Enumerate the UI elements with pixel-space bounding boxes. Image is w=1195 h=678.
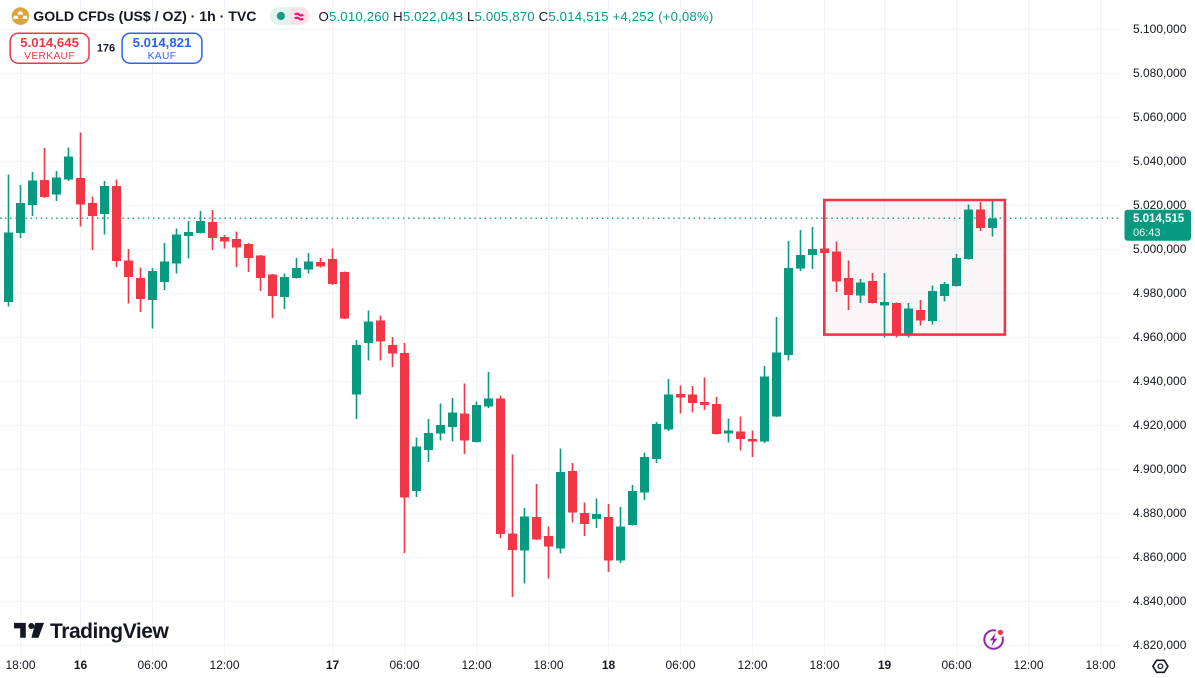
- svg-text:06:00: 06:00: [665, 658, 695, 672]
- svg-text:12:00: 12:00: [737, 658, 767, 672]
- svg-text:06:00: 06:00: [389, 658, 419, 672]
- svg-text:5.020,000: 5.020,000: [1133, 198, 1187, 212]
- svg-text:4.940,000: 4.940,000: [1133, 374, 1187, 388]
- svg-text:5.000,000: 5.000,000: [1133, 242, 1187, 256]
- svg-text:VERKAUF: VERKAUF: [24, 51, 75, 62]
- svg-text:5.014,645: 5.014,645: [20, 35, 79, 50]
- svg-text:TradingView: TradingView: [50, 620, 169, 643]
- svg-text:19: 19: [878, 658, 892, 672]
- svg-text:12:00: 12:00: [209, 658, 239, 672]
- svg-text:5.014,821: 5.014,821: [133, 35, 192, 50]
- svg-text:18:00: 18:00: [5, 658, 35, 672]
- svg-text:4.980,000: 4.980,000: [1133, 286, 1187, 300]
- svg-text:06:00: 06:00: [137, 658, 167, 672]
- svg-text:5.100,000: 5.100,000: [1133, 22, 1187, 36]
- svg-text:4.860,000: 4.860,000: [1133, 550, 1187, 564]
- svg-text:4.900,000: 4.900,000: [1133, 462, 1187, 476]
- svg-text:18:00: 18:00: [809, 658, 839, 672]
- svg-text:5.040,000: 5.040,000: [1133, 154, 1187, 168]
- svg-text:5.060,000: 5.060,000: [1133, 110, 1187, 124]
- svg-text:4.960,000: 4.960,000: [1133, 330, 1187, 344]
- svg-text:4.820,000: 4.820,000: [1133, 638, 1187, 652]
- svg-text:4.840,000: 4.840,000: [1133, 594, 1187, 608]
- svg-text:O5.010,260 H5.022,043 L5.005,8: O5.010,260 H5.022,043 L5.005,870 C5.014,…: [319, 9, 714, 24]
- svg-text:176: 176: [97, 43, 115, 55]
- svg-text:5.080,000: 5.080,000: [1133, 66, 1187, 80]
- svg-text:12:00: 12:00: [461, 658, 491, 672]
- svg-text:4.880,000: 4.880,000: [1133, 506, 1187, 520]
- svg-text:18:00: 18:00: [533, 658, 563, 672]
- svg-text:KAUF: KAUF: [148, 51, 177, 62]
- svg-text:18:00: 18:00: [1085, 658, 1115, 672]
- svg-text:GOLD CFDs (US$ / OZ) · 1h · TV: GOLD CFDs (US$ / OZ) · 1h · TVC: [33, 8, 256, 24]
- svg-text:12:00: 12:00: [1013, 658, 1043, 672]
- svg-text:5.014,515: 5.014,515: [1133, 213, 1185, 225]
- svg-text:06:00: 06:00: [941, 658, 971, 672]
- svg-text:18: 18: [602, 658, 616, 672]
- svg-text:17: 17: [326, 658, 340, 672]
- svg-text:4.920,000: 4.920,000: [1133, 418, 1187, 432]
- svg-text:06:43: 06:43: [1133, 227, 1161, 239]
- svg-text:16: 16: [74, 658, 88, 672]
